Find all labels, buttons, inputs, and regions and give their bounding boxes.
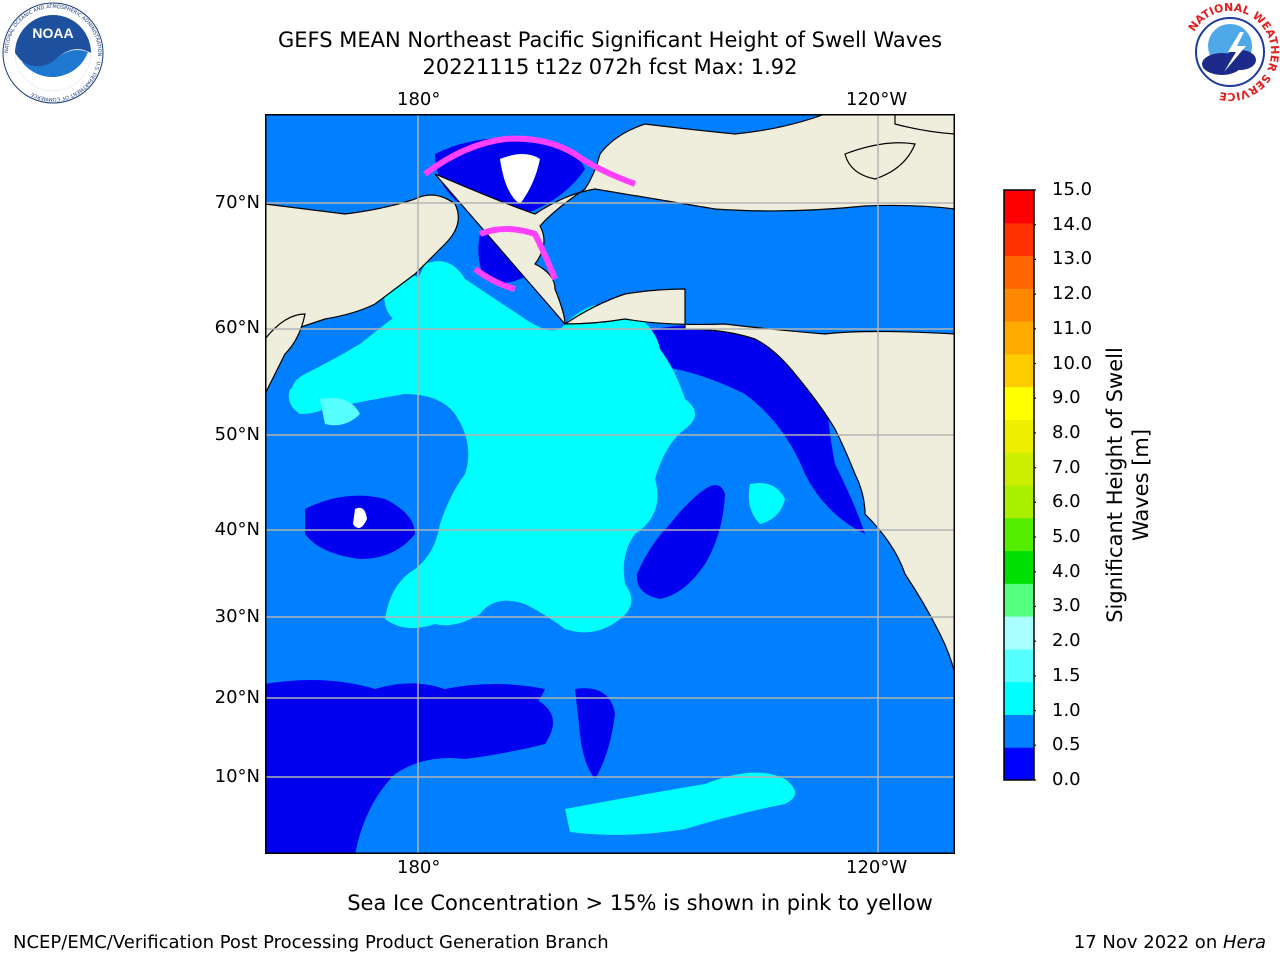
colorbar-segment xyxy=(1004,550,1034,584)
colorbar-tick-label: 5.0 xyxy=(1052,526,1081,548)
colorbar-segment xyxy=(1004,222,1034,257)
colorbar-tick-label: 1.0 xyxy=(1052,699,1081,721)
graticule xyxy=(265,114,955,854)
land-chukotka xyxy=(265,194,459,340)
colorbar-tick-label: 0.0 xyxy=(1052,769,1081,790)
ice-pack-region xyxy=(353,154,540,528)
map-frame xyxy=(265,114,955,854)
colorbar-segment xyxy=(1004,681,1034,715)
colorbar-tick-label: 2.0 xyxy=(1052,630,1081,652)
land-alaska xyxy=(434,114,955,675)
colorbar-segment xyxy=(1004,747,1034,781)
lat-label-10n: 10°N xyxy=(214,766,260,787)
colorbar-tick-label: 14.0 xyxy=(1052,213,1093,235)
colorbar-tick-label: 0.5 xyxy=(1052,734,1081,756)
colorbar-segment xyxy=(1004,714,1034,748)
high-swell-region xyxy=(291,261,695,633)
colorbar-segment xyxy=(1004,452,1034,486)
colorbar-segment xyxy=(1004,255,1034,289)
colorbar-tick-label: 11.0 xyxy=(1052,317,1093,339)
colorbar-tick-label: 10.0 xyxy=(1052,352,1093,374)
lat-label-40n: 40°N xyxy=(214,519,260,540)
lon-label-top-120w: 120°W xyxy=(846,89,908,110)
lon-label-top-180: 180° xyxy=(397,89,441,110)
lat-label-70n: 70°N xyxy=(214,192,260,213)
colorbar-tick-label: 9.0 xyxy=(1052,387,1081,409)
low-swell-region xyxy=(445,684,545,714)
lat-label-50n: 50°N xyxy=(214,424,260,445)
very-high-swell-region xyxy=(320,398,360,426)
footer-date: 17 Nov 2022 on Hera xyxy=(1074,932,1266,954)
low-swell-region xyxy=(636,485,725,599)
colorbar-segment xyxy=(1004,321,1034,355)
footer-date-text: 17 Nov 2022 on xyxy=(1073,932,1223,953)
sea-ice-region xyxy=(423,135,637,292)
colorbar-segment xyxy=(1004,353,1034,388)
noaa-logo: NOAA NATIONAL OCEANIC AND ATMOSPHERIC AD… xyxy=(2,2,104,104)
chart-subtitle: 20221115 t12z 072h fcst Max: 1.92 xyxy=(422,55,798,79)
colorbar-tick-label: 3.0 xyxy=(1052,595,1081,617)
lon-label-bottom-180: 180° xyxy=(397,857,441,878)
colorbar-tick-label: 6.0 xyxy=(1052,491,1081,513)
colorbar-label: Significant Height of Swell Waves [m] xyxy=(1102,347,1154,623)
colorbar-segment xyxy=(1004,616,1034,650)
low-swell-region xyxy=(575,688,615,779)
lon-label-bottom-120w: 120°W xyxy=(846,857,908,878)
lat-label-30n: 30°N xyxy=(214,606,260,627)
swell-height-map xyxy=(265,114,955,854)
lat-label-60n: 60°N xyxy=(214,317,260,338)
low-swell-region xyxy=(265,680,553,854)
chart-title: GEFS MEAN Northeast Pacific Significant … xyxy=(277,28,943,52)
lat-label-20n: 20°N xyxy=(214,687,260,708)
colorbar-segment xyxy=(1004,648,1034,683)
footer-machine: Hera xyxy=(1222,932,1266,953)
colorbar-label-line1: Significant Height of Swell xyxy=(1103,347,1127,623)
colorbar xyxy=(1003,189,1036,781)
colorbar-segment xyxy=(1004,419,1034,453)
colorbar-tick-label: 1.5 xyxy=(1052,664,1081,686)
colorbar-segment xyxy=(1004,288,1034,322)
colorbar-segment xyxy=(1004,485,1034,519)
high-swell-region xyxy=(748,483,785,524)
colorbar-segment xyxy=(1004,190,1034,224)
colorbar-tick-label: 12.0 xyxy=(1052,283,1093,305)
colorbar-segment xyxy=(1004,517,1034,552)
colorbar-tick-label: 8.0 xyxy=(1052,421,1081,443)
sea-ice-note: Sea Ice Concentration > 15% is shown in … xyxy=(347,891,933,915)
colorbar-label-line2: Waves [m] xyxy=(1129,428,1153,542)
colorbar-tick-label: 13.0 xyxy=(1052,248,1093,270)
colorbar-frame xyxy=(1003,189,1035,781)
noaa-logo-text: NOAA xyxy=(32,25,73,41)
colorbar-tick-label: 4.0 xyxy=(1052,560,1081,582)
high-swell-region xyxy=(565,772,795,835)
colorbar-segment xyxy=(1004,583,1034,617)
footer-credit: NCEP/EMC/Verification Post Processing Pr… xyxy=(13,932,609,953)
colorbar-segment xyxy=(1004,386,1034,420)
land-kamchatka xyxy=(265,313,306,395)
nws-logo: NATIONAL WEATHER SERVICE xyxy=(1182,2,1280,102)
colorbar-tick-label: 15.0 xyxy=(1052,179,1093,200)
colorbar-tick-label: 7.0 xyxy=(1052,456,1081,478)
